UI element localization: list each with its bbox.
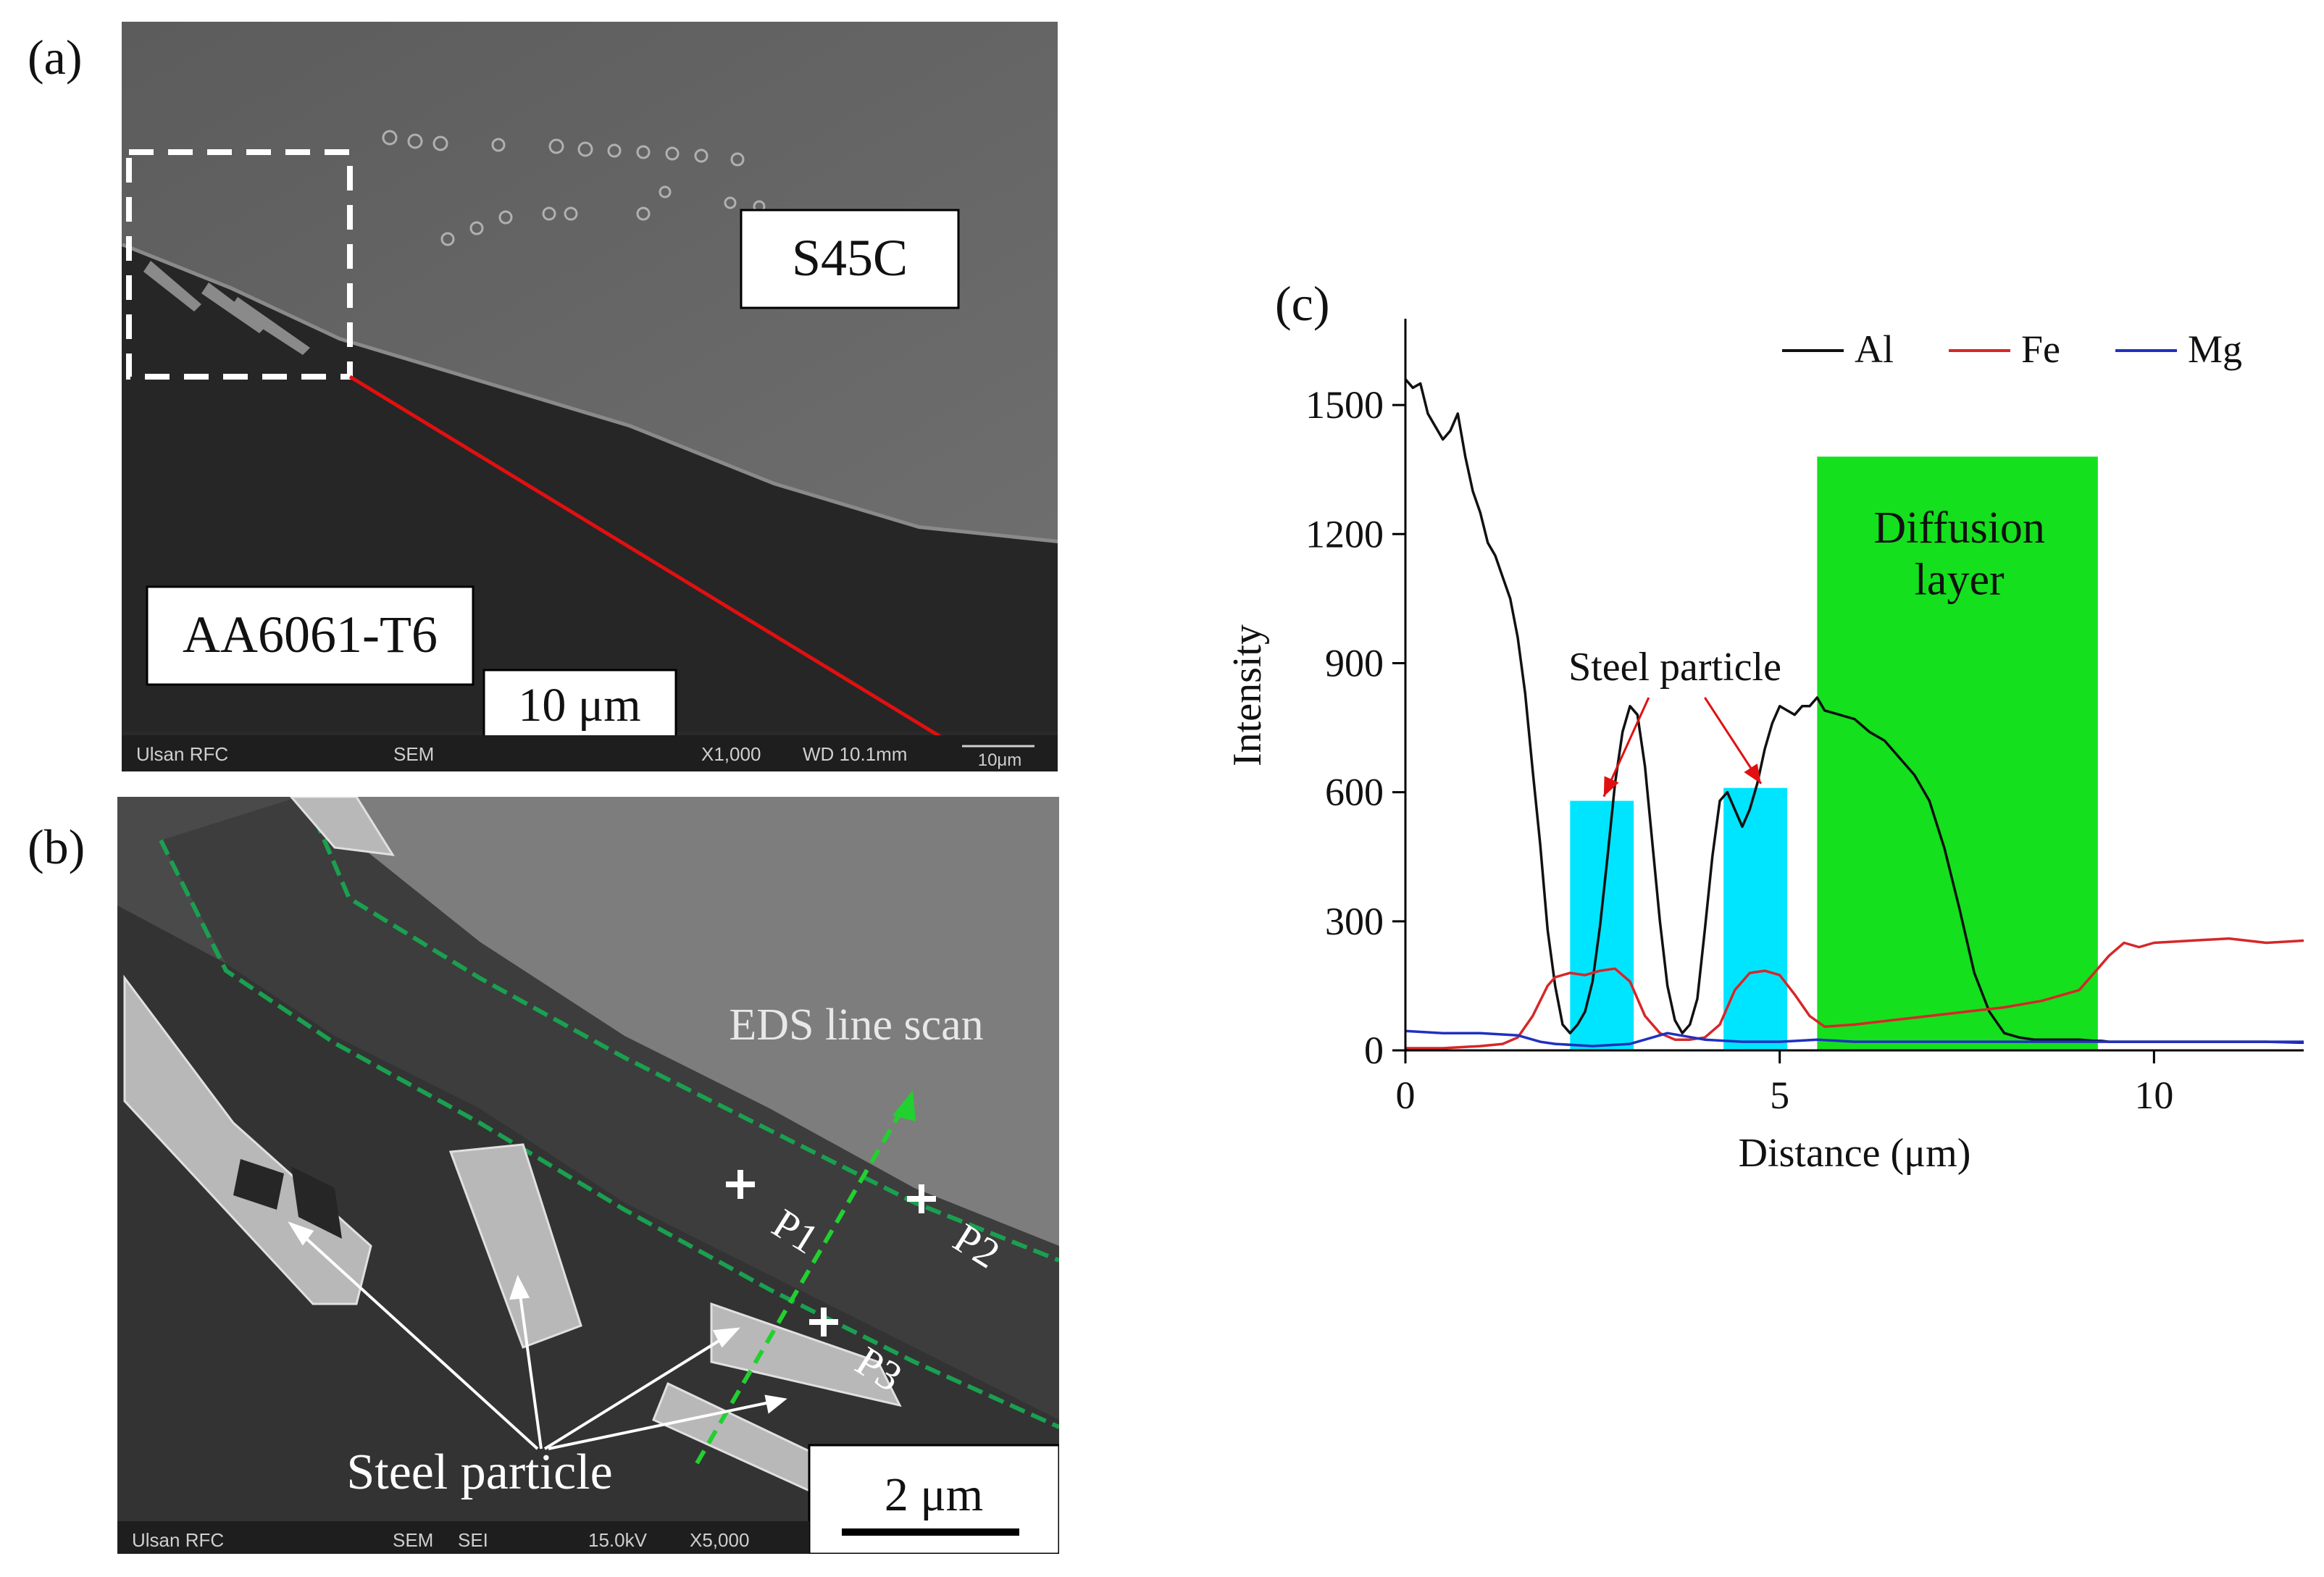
panel-b-letter: (b) bbox=[28, 819, 85, 874]
label-box-s45c bbox=[740, 209, 960, 309]
y-tick-label: 600 bbox=[1325, 771, 1384, 814]
info-mode-a: SEM bbox=[393, 743, 434, 765]
info-kv-b: 15.0kV bbox=[588, 1529, 648, 1551]
y-tick-label: 0 bbox=[1364, 1029, 1384, 1072]
x-tick-label: 5 bbox=[1770, 1074, 1789, 1117]
eds-line-chart: 0 5 10 0 300 600 900 1200 1500 Distance (μm) Inten… bbox=[1225, 319, 2304, 1176]
label-steel-particle-b: Steel particle bbox=[346, 1444, 612, 1500]
label-box-aa6061 bbox=[146, 585, 475, 686]
highlight-region-steel-particle-1 bbox=[1723, 787, 1787, 1050]
x-axis-label: Distance (μm) bbox=[1739, 1131, 1971, 1176]
annotation-steel-particle: Steel particle bbox=[1568, 645, 1781, 690]
y-tick-label: 300 bbox=[1325, 900, 1384, 943]
info-detector-b: SEI bbox=[458, 1529, 488, 1551]
series-line-fe bbox=[1405, 937, 2304, 1050]
legend-label-al: Al bbox=[1855, 327, 1894, 371]
legend-label-mg: Mg bbox=[2188, 327, 2242, 371]
y-tick-label: 1200 bbox=[1305, 512, 1384, 556]
info-mag-b: X5,000 bbox=[690, 1529, 749, 1551]
legend-label-fe: Fe bbox=[2021, 327, 2060, 371]
series-line-al bbox=[1404, 378, 2304, 1045]
info-mag-a: X1,000 bbox=[701, 743, 761, 765]
info-scale-a: 10μm bbox=[978, 750, 1022, 770]
panel-a-letter: (a) bbox=[28, 30, 83, 85]
info-mode-b: SEM bbox=[393, 1529, 433, 1551]
x-tick-label: 10 bbox=[2134, 1074, 2173, 1117]
y-axis-label: Intensity bbox=[1225, 624, 1270, 766]
highlight-region-diffusion-layer-2 bbox=[1817, 456, 2098, 1050]
sem-image-a: S45C AA6061-T6 10 μm Ulsan RFC SEM X1,00… bbox=[122, 22, 1058, 771]
scale-bar-label-a: 10 μm bbox=[518, 679, 640, 732]
series-line-mg bbox=[1405, 1029, 2304, 1047]
x-tick-label: 0 bbox=[1396, 1074, 1416, 1117]
highlight-region-steel-particle-0 bbox=[1570, 800, 1634, 1050]
scale-bar-label-b: 2 μm bbox=[885, 1468, 983, 1521]
label-aa6061: AA6061-T6 bbox=[183, 606, 438, 664]
y-tick-label: 900 bbox=[1325, 641, 1384, 685]
annotation-arrowhead-1 bbox=[1744, 764, 1761, 784]
info-lab-a: Ulsan RFC bbox=[136, 743, 228, 765]
label-eds-line-scan: EDS line scan bbox=[729, 1000, 983, 1050]
label-s45c: S45C bbox=[792, 229, 908, 287]
info-lab-b: Ulsan RFC bbox=[132, 1529, 224, 1551]
panel-c-letter: (c) bbox=[1275, 276, 1330, 331]
annotation-diffusion-line1: Diffusion bbox=[1873, 503, 2045, 553]
info-wd-a: WD 10.1mm bbox=[803, 743, 907, 765]
annotation-arrowhead-0 bbox=[1603, 776, 1619, 797]
sem-image-b: EDS line scan P1 P2 P3 Steel particle 2 … bbox=[117, 797, 1059, 1554]
annotation-diffusion-line2: layer bbox=[1915, 555, 2005, 604]
y-tick-label: 1500 bbox=[1305, 383, 1384, 427]
